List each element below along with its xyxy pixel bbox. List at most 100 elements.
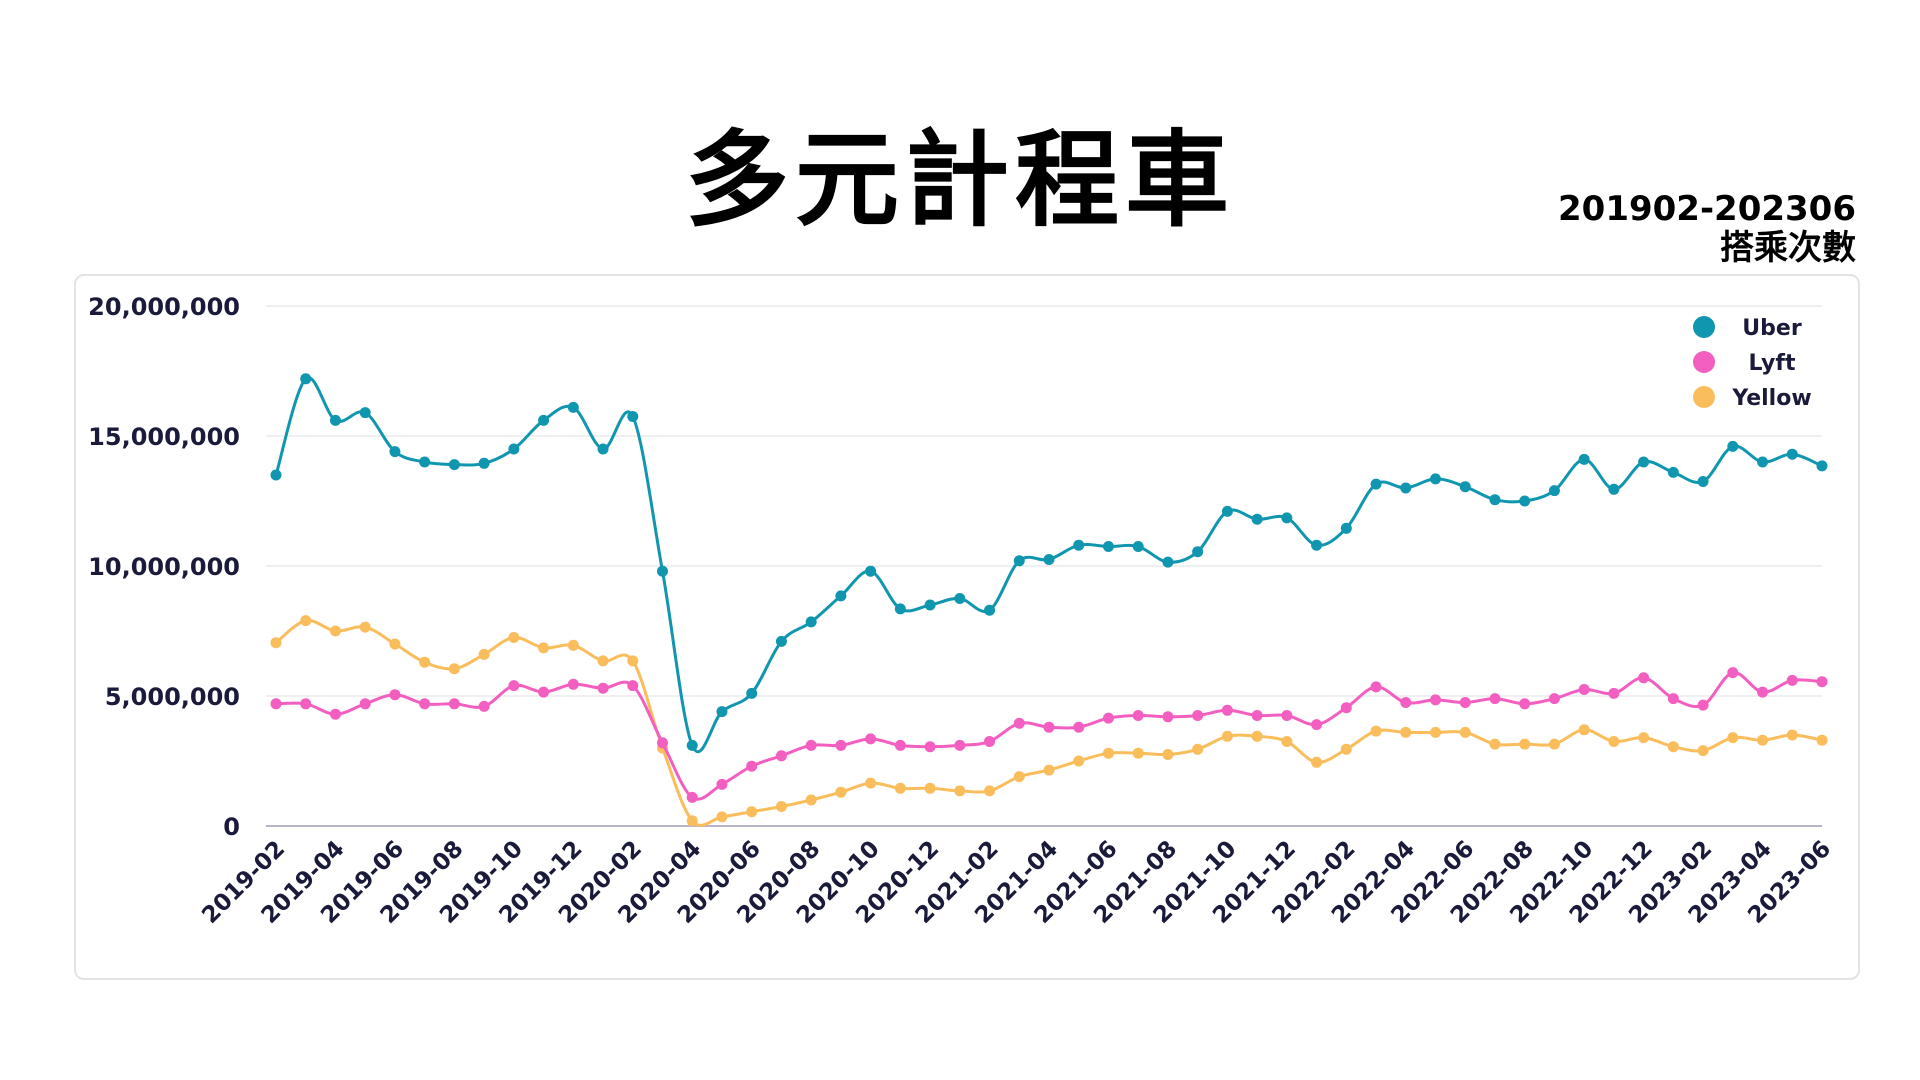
data-point-lyft bbox=[270, 698, 282, 710]
series-line-lyft bbox=[275, 671, 1823, 801]
data-point-uber bbox=[1013, 555, 1025, 567]
data-point-uber bbox=[746, 687, 758, 699]
data-point-yellow bbox=[1459, 726, 1471, 738]
data-point-yellow bbox=[1251, 730, 1263, 742]
data-point-uber bbox=[508, 443, 520, 455]
data-point-lyft bbox=[359, 698, 371, 710]
data-point-uber bbox=[1311, 539, 1323, 551]
data-point-lyft bbox=[805, 739, 817, 751]
data-point-yellow bbox=[567, 639, 579, 651]
data-point-lyft bbox=[389, 689, 401, 701]
data-point-uber bbox=[865, 565, 877, 577]
data-point-uber bbox=[389, 446, 401, 458]
data-point-lyft bbox=[657, 737, 668, 749]
data-point-yellow bbox=[1162, 749, 1174, 760]
data-point-uber bbox=[1757, 456, 1769, 468]
data-point-yellow bbox=[805, 794, 817, 806]
data-point-lyft bbox=[1727, 667, 1739, 679]
data-point-yellow bbox=[1400, 726, 1412, 738]
legend-marker-lyft bbox=[1693, 351, 1715, 373]
data-point-lyft bbox=[538, 686, 550, 698]
data-point-uber bbox=[1400, 482, 1412, 494]
data-point-uber bbox=[1608, 483, 1620, 495]
data-point-uber bbox=[1459, 481, 1471, 493]
data-point-yellow bbox=[1667, 741, 1679, 753]
data-point-uber bbox=[448, 459, 460, 471]
data-point-uber bbox=[1430, 473, 1441, 485]
data-point-yellow bbox=[1370, 725, 1382, 737]
data-point-uber bbox=[1340, 522, 1352, 534]
data-point-uber bbox=[329, 414, 341, 426]
data-point-uber bbox=[1162, 556, 1174, 568]
data-point-uber bbox=[1102, 541, 1114, 552]
data-point-lyft bbox=[1400, 697, 1412, 708]
data-point-uber bbox=[1578, 453, 1590, 465]
data-point-yellow bbox=[300, 615, 312, 627]
data-point-uber bbox=[1667, 466, 1679, 478]
data-point-yellow bbox=[1073, 755, 1085, 767]
data-point-yellow bbox=[686, 815, 698, 827]
data-point-lyft bbox=[508, 680, 520, 692]
data-point-lyft bbox=[329, 708, 341, 720]
data-point-lyft bbox=[1638, 672, 1650, 684]
subtitle-date-range: 201902-202306 bbox=[1558, 189, 1856, 229]
data-point-yellow bbox=[1311, 756, 1323, 768]
data-point-yellow bbox=[1430, 726, 1441, 738]
data-point-yellow bbox=[627, 655, 639, 667]
data-point-uber bbox=[1638, 456, 1650, 468]
y-tick-label: 20,000,000 bbox=[88, 293, 240, 321]
data-point-yellow bbox=[954, 785, 966, 797]
data-point-lyft bbox=[1221, 704, 1233, 716]
data-point-uber bbox=[359, 407, 371, 419]
data-point-yellow bbox=[448, 663, 460, 675]
data-point-lyft bbox=[1816, 676, 1828, 688]
data-point-lyft bbox=[1162, 711, 1174, 723]
data-point-yellow bbox=[1697, 745, 1709, 757]
data-point-uber bbox=[1548, 485, 1560, 497]
data-point-lyft bbox=[686, 791, 698, 803]
data-point-yellow bbox=[1192, 743, 1204, 755]
data-point-uber bbox=[1073, 539, 1085, 551]
data-point-yellow bbox=[746, 806, 758, 818]
data-point-yellow bbox=[1102, 747, 1114, 759]
data-point-uber bbox=[1251, 513, 1263, 525]
y-tick-label: 15,000,000 bbox=[88, 423, 240, 451]
data-point-yellow bbox=[270, 637, 282, 649]
y-tick-label: 10,000,000 bbox=[88, 553, 240, 581]
data-point-lyft bbox=[1132, 710, 1144, 721]
data-point-uber bbox=[716, 706, 728, 718]
data-point-yellow bbox=[835, 786, 847, 798]
data-point-lyft bbox=[1459, 697, 1471, 708]
data-point-uber bbox=[1192, 546, 1204, 558]
data-point-lyft bbox=[478, 700, 490, 712]
data-point-lyft bbox=[567, 678, 579, 690]
data-point-yellow bbox=[419, 656, 431, 668]
data-point-uber bbox=[300, 373, 312, 385]
chart-title: 多元計程車 bbox=[684, 119, 1235, 241]
legend-label-yellow: Yellow bbox=[1731, 386, 1811, 411]
data-point-lyft bbox=[746, 760, 758, 772]
data-point-uber bbox=[1727, 440, 1739, 452]
data-point-uber bbox=[924, 599, 936, 611]
data-point-lyft bbox=[1013, 717, 1025, 729]
data-point-yellow bbox=[1043, 764, 1055, 776]
data-point-lyft bbox=[1786, 674, 1798, 686]
data-point-uber bbox=[1370, 478, 1382, 490]
legend-label-lyft: Lyft bbox=[1749, 351, 1796, 376]
legend-marker-uber bbox=[1693, 316, 1715, 338]
chart-panel bbox=[74, 274, 1860, 980]
data-point-yellow bbox=[389, 638, 401, 650]
data-point-uber bbox=[775, 635, 787, 647]
legend-label-uber: Uber bbox=[1742, 316, 1802, 341]
data-point-lyft bbox=[1281, 710, 1293, 721]
data-point-uber bbox=[627, 411, 639, 422]
data-point-uber bbox=[984, 604, 996, 616]
data-point-yellow bbox=[1727, 732, 1739, 744]
data-point-yellow bbox=[478, 648, 490, 660]
data-point-uber bbox=[1697, 476, 1709, 487]
data-point-lyft bbox=[1370, 681, 1382, 693]
data-point-yellow bbox=[1013, 771, 1025, 783]
data-point-yellow bbox=[894, 782, 906, 794]
data-point-lyft bbox=[865, 733, 877, 745]
data-point-yellow bbox=[1519, 738, 1531, 750]
